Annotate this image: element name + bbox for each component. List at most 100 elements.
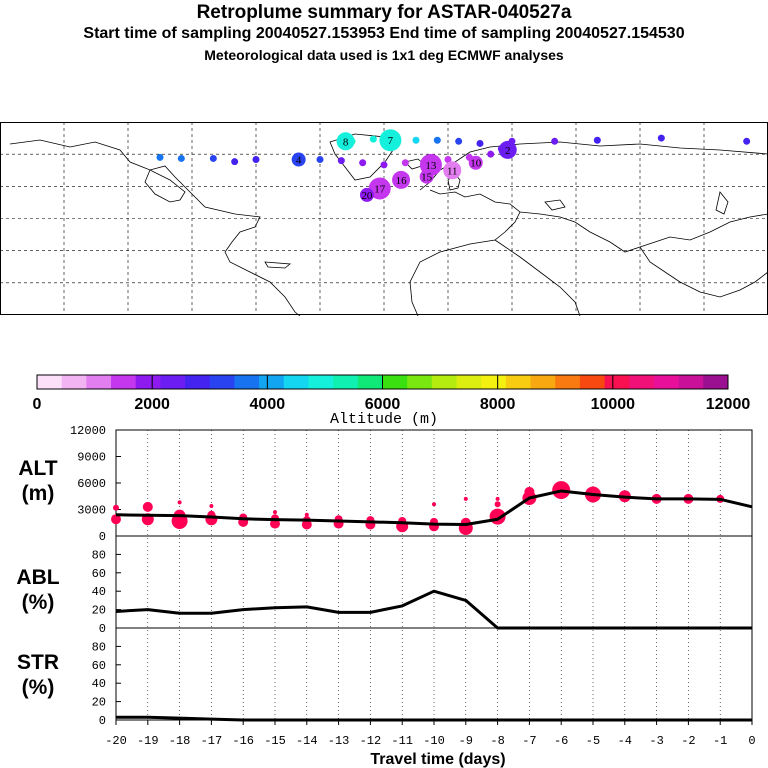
colorbar-cell bbox=[456, 375, 482, 389]
colorbar-cell bbox=[505, 375, 532, 389]
plume-marker bbox=[291, 152, 306, 167]
x-tick-label: -8 bbox=[490, 734, 504, 748]
x-tick-label: -4 bbox=[618, 734, 632, 748]
str-y-tick-label: 80 bbox=[92, 640, 106, 654]
x-tick-label: -7 bbox=[522, 734, 536, 748]
colorbar-cell bbox=[259, 375, 285, 389]
alt-y-tick-label: 3000 bbox=[77, 504, 106, 518]
x-tick-label: -2 bbox=[681, 734, 695, 748]
str-series-line bbox=[116, 715, 752, 722]
x-tick-label: -10 bbox=[423, 734, 445, 748]
colorbar-cell bbox=[160, 375, 186, 389]
vertical-grid bbox=[115, 430, 753, 720]
map-grid bbox=[0, 122, 768, 315]
plume-marker bbox=[443, 161, 462, 180]
coast-cuba bbox=[264, 261, 292, 269]
plume-day-label: 8 bbox=[343, 136, 349, 148]
coast-japan bbox=[715, 191, 729, 215]
x-tick-label: -20 bbox=[105, 734, 127, 748]
plume-trail-dot bbox=[743, 137, 751, 145]
colorbar-tick-label: 0 bbox=[33, 396, 42, 413]
plume-day-label: 4 bbox=[296, 155, 302, 167]
abl-y-tick-label: 0 bbox=[99, 622, 106, 636]
met-data-text: Meteorological data used is 1x1 deg ECMW… bbox=[204, 47, 564, 63]
y-tick-labels: 12000 9000 6000 3000 0 80 60 40 20 0 80 60 40 20 0 bbox=[70, 424, 121, 728]
abl-y-tick-label: 60 bbox=[92, 567, 106, 581]
colorbar-cell bbox=[407, 375, 433, 389]
colorbar-cell bbox=[382, 375, 408, 389]
x-tick-labels: -20 -19 -18 -17 -16 -15 -14 -13 -12 -11 -10 -9 -8 -7-… bbox=[105, 720, 756, 748]
x-tick-label: -5 bbox=[586, 734, 600, 748]
colorbar-cell bbox=[135, 375, 161, 389]
x-tick-label: 0 bbox=[748, 734, 755, 748]
plume-marker bbox=[359, 187, 374, 202]
coast-north-america bbox=[9, 139, 301, 316]
alt-cluster-dot bbox=[432, 502, 436, 507]
plume-trail-dot bbox=[433, 136, 441, 144]
plume-marker bbox=[379, 129, 402, 152]
altitude-colorbar: 0 2000 4000 6000 8000 10000 12000 Altitude (m) bbox=[33, 374, 751, 427]
coast-asia bbox=[639, 246, 768, 298]
plume-trail-dot bbox=[487, 150, 495, 158]
colorbar-cell bbox=[481, 375, 507, 389]
colorbar-cell bbox=[703, 375, 729, 389]
plume-trail-dot bbox=[401, 159, 409, 167]
plume-trail-dot bbox=[657, 134, 665, 142]
plume-marker bbox=[498, 140, 517, 159]
alt-cluster-dot bbox=[142, 501, 153, 512]
plume-trail-dot bbox=[455, 137, 463, 145]
str-y-tick-label: 60 bbox=[92, 659, 106, 673]
alt-cluster-dot bbox=[524, 486, 535, 497]
x-tick-label: -18 bbox=[169, 734, 191, 748]
x-tick-label: -9 bbox=[459, 734, 473, 748]
abl-y-tick-label: 20 bbox=[92, 604, 106, 618]
colorbar-cell bbox=[209, 375, 235, 389]
plume-day-label: 15 bbox=[421, 172, 433, 184]
plume-trail-dot bbox=[231, 158, 239, 166]
plume-trail-dot bbox=[476, 139, 484, 147]
coast-black-sea bbox=[544, 199, 566, 211]
alt-cluster-dot bbox=[177, 500, 182, 505]
alt-series-line bbox=[115, 489, 753, 527]
str-y-tick-label: 20 bbox=[92, 696, 106, 710]
plume-trail-dot bbox=[369, 135, 377, 143]
colorbar-cell bbox=[530, 375, 556, 389]
alt-cluster-dot bbox=[494, 501, 501, 508]
colorbar-cell bbox=[61, 375, 87, 389]
plume-trail-dot bbox=[177, 154, 185, 162]
sampling-time-text: Start time of sampling 20040527.153953 E… bbox=[83, 25, 685, 42]
x-tick-label: -3 bbox=[649, 734, 663, 748]
plume-trail-dot bbox=[316, 156, 324, 164]
x-tick-label: -11 bbox=[391, 734, 413, 748]
str-y-tick-label: 40 bbox=[92, 677, 106, 691]
plume-trail-dot bbox=[252, 156, 260, 164]
x-tick-label: -12 bbox=[360, 734, 382, 748]
colorbar-cell bbox=[86, 375, 112, 389]
colorbar-tick-label: 12000 bbox=[706, 396, 751, 413]
x-tick-label: -6 bbox=[554, 734, 568, 748]
colorbar-cell bbox=[678, 375, 704, 389]
alt-cluster-dot bbox=[495, 496, 500, 501]
plume-trail-dot bbox=[593, 136, 601, 144]
plume-trail-dot bbox=[444, 156, 452, 164]
coast-europe-africa bbox=[409, 141, 768, 316]
colorbar-cell bbox=[185, 375, 211, 389]
plume-marker bbox=[392, 170, 411, 189]
colorbar-cell bbox=[579, 375, 606, 389]
plume-trail-dot bbox=[551, 137, 559, 145]
str-label: STR bbox=[17, 651, 59, 674]
plume-day-label: 7 bbox=[388, 135, 394, 147]
colorbar-cell bbox=[111, 375, 137, 389]
colorbar-cell bbox=[37, 375, 63, 389]
map-coastlines bbox=[9, 133, 768, 316]
x-axis-title: Travel time (days) bbox=[370, 751, 505, 768]
colorbar-cell bbox=[629, 375, 655, 389]
plume-trail-dot bbox=[156, 153, 164, 161]
alt-unit: (m) bbox=[22, 482, 55, 505]
plume-trail-dot bbox=[337, 157, 345, 165]
plume-day-label: 20 bbox=[361, 190, 373, 202]
x-tick-label: -19 bbox=[137, 734, 159, 748]
series-lines bbox=[115, 489, 753, 722]
